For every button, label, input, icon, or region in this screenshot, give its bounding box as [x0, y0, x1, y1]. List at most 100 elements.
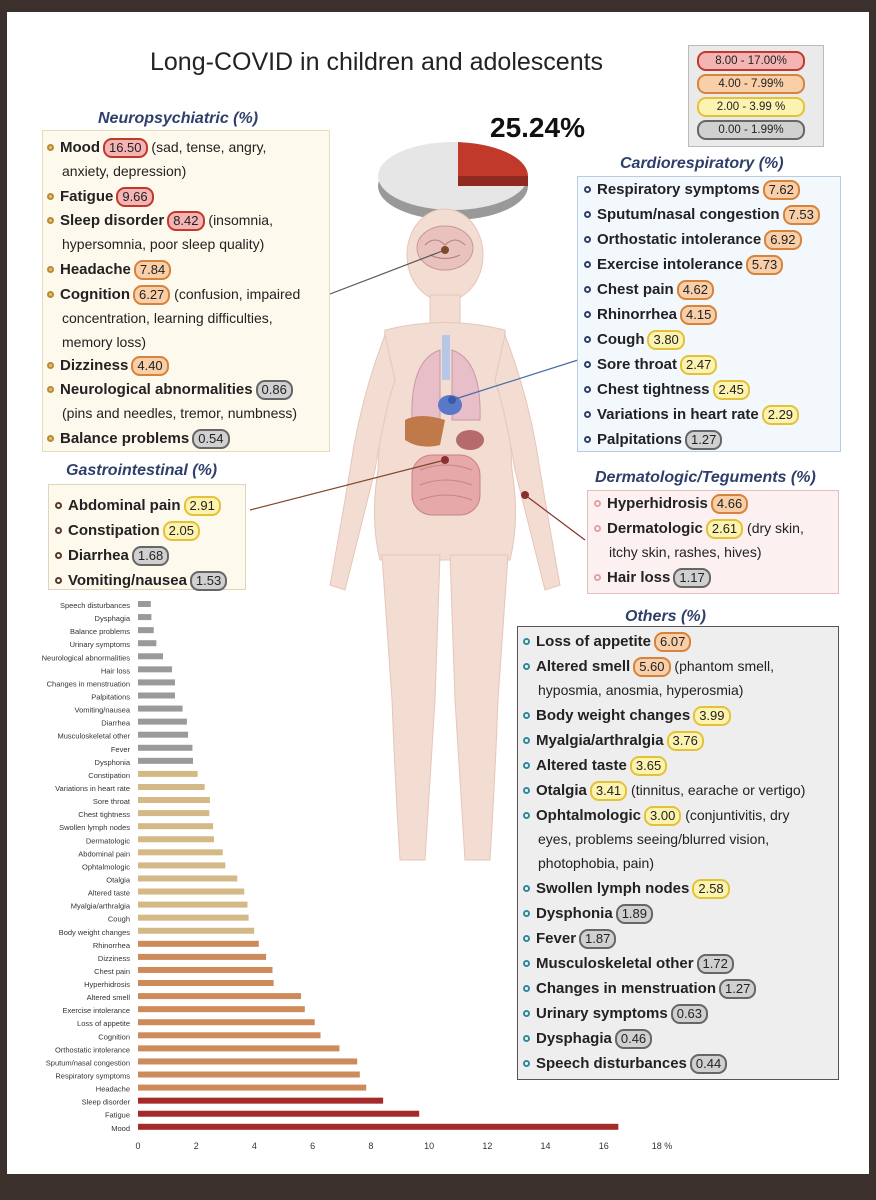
bar-category-label: Dizziness: [98, 954, 130, 963]
bar-category-label: Ophtalmologic: [82, 862, 130, 871]
item-name: Swollen lymph nodes: [536, 880, 690, 897]
bar: [138, 914, 249, 921]
bar-category-label: Headache: [96, 1085, 130, 1094]
item-note: (sad, tense, angry,: [147, 139, 267, 155]
item-note-continued: hypersomnia, poor sleep quality): [62, 236, 265, 252]
bar-category-label: Dysphonia: [95, 758, 131, 767]
item-note-continued: photophobia, pain): [538, 855, 654, 871]
bar-category-label: Palpitations: [91, 692, 130, 701]
derma-item: Hair loss 1.17: [594, 568, 711, 588]
bullet-icon: [584, 286, 591, 293]
bar: [138, 875, 238, 882]
bar-category-label: Respiratory symptoms: [55, 1072, 130, 1081]
item-name: Dizziness: [60, 357, 129, 374]
bar: [138, 980, 274, 987]
bar-category-label: Speech disturbances: [60, 601, 130, 610]
bullet-icon: [47, 435, 54, 442]
page-title: Long-COVID in children and adolescents: [150, 48, 604, 76]
value-badge: 4.40: [131, 356, 169, 376]
bullet-icon: [47, 144, 54, 151]
legend-entry-high: 8.00 - 17.00%: [697, 51, 805, 71]
bar-category-label: Abdominal pain: [78, 849, 130, 858]
gastro-item: Abdominal pain 2.91: [55, 496, 221, 516]
bar: [138, 810, 210, 817]
bullet-icon: [55, 527, 62, 534]
value-badge: 2.47: [680, 355, 718, 375]
x-tick-label: 2: [194, 1141, 199, 1151]
item-name: Dermatologic: [607, 520, 703, 537]
value-badge: 4.62: [676, 280, 714, 300]
bar-category-label: Sleep disorder: [82, 1098, 131, 1107]
bar-category-label: Variations in heart rate: [55, 784, 130, 793]
cardio-item: Sputum/nasal congestion 7.53: [584, 205, 820, 225]
bar-category-label: Dysphagia: [95, 614, 131, 623]
bar: [138, 666, 173, 673]
digestive-icon: [405, 416, 484, 516]
legend-box: 8.00 - 17.00% 4.00 - 7.99% 2.00 - 3.99 %…: [688, 45, 824, 147]
bullet-icon: [523, 885, 530, 892]
item-name: Hyperhidrosis: [607, 495, 708, 512]
gastro-item: Vomiting/nausea 1.53: [55, 571, 228, 591]
bullet-icon: [523, 910, 530, 917]
item-name: Urinary symptoms: [536, 1005, 668, 1022]
x-tick-label: 0: [135, 1141, 140, 1151]
bar-category-label: Chest pain: [94, 967, 130, 976]
value-badge: 3.80: [647, 330, 685, 350]
bar-category-label: Loss of appetite: [77, 1019, 130, 1028]
bullet-icon: [523, 960, 530, 967]
cardio-item: Exercise intolerance 5.73: [584, 255, 784, 275]
value-badge: 2.05: [162, 521, 200, 541]
item-name: Dysphonia: [536, 905, 613, 922]
bar-category-label: Chest tightness: [78, 810, 130, 819]
value-badge: 2.29: [761, 405, 800, 425]
derma-section-title: Dermatologic/Teguments (%): [595, 469, 816, 486]
bar-category-label: Diarrhea: [101, 719, 131, 728]
bullet-icon: [523, 712, 530, 719]
bullet-icon: [584, 186, 591, 193]
bar: [138, 836, 214, 843]
others-item: Musculoskeletal other 1.72: [523, 954, 734, 974]
bullet-icon: [584, 386, 591, 393]
bar-category-label: Fatigue: [105, 1111, 130, 1120]
item-name: Abdominal pain: [68, 497, 181, 514]
bullet-icon: [523, 663, 530, 670]
value-badge: 2.61: [705, 519, 744, 539]
x-tick-label: 6: [310, 1141, 315, 1151]
bullet-icon: [523, 1010, 530, 1017]
bar-category-label: Hyperhidrosis: [84, 980, 130, 989]
value-badge: 6.07: [654, 632, 692, 652]
item-note: (tinnitus, earache or vertigo): [627, 782, 806, 798]
others-item: Body weight changes 3.99: [523, 706, 731, 726]
neuro-item: Dizziness 4.40: [47, 356, 169, 376]
bar-category-label: Musculoskeletal other: [57, 732, 130, 741]
item-note: (confusion, impaired: [170, 286, 301, 302]
item-name: Rhinorrhea: [597, 306, 678, 323]
bullet-icon: [523, 1035, 530, 1042]
bar-category-label: Dermatologic: [86, 836, 130, 845]
item-name: Mood: [60, 139, 100, 156]
derma-item: Dermatologic 2.61 (dry skin,: [594, 519, 804, 539]
item-name: Balance problems: [60, 430, 190, 447]
value-badge: 0.63: [670, 1004, 709, 1024]
bar-category-label: Otalgia: [106, 875, 131, 884]
cardio-item: Cough 3.80: [584, 330, 685, 350]
bullet-icon: [55, 577, 62, 584]
bullet-icon: [584, 411, 591, 418]
bar: [138, 823, 214, 830]
bar-category-label: Balance problems: [70, 627, 130, 636]
bar: [138, 927, 255, 934]
bullet-icon: [523, 1060, 530, 1067]
bar: [138, 862, 226, 869]
others-item: Changes in menstruation 1.27: [523, 979, 757, 999]
cardio-item: Respiratory symptoms 7.62: [584, 180, 800, 200]
item-note-continued: hyposmia, anosmia, hyperosmia): [538, 682, 744, 698]
neuro-item: Mood 16.50 (sad, tense, angry,: [47, 138, 266, 158]
item-note: (conjuntivitis, dry: [681, 807, 790, 823]
others-item: Myalgia/arthralgia 3.76: [523, 731, 704, 751]
neuro-item: Sleep disorder 8.42 (insomnia,: [47, 211, 273, 231]
others-item: Dysphonia 1.89: [523, 904, 653, 924]
bullet-icon: [47, 362, 54, 369]
value-badge: 7.62: [762, 180, 800, 200]
item-note: (dry skin,: [743, 520, 804, 536]
item-name: Hair loss: [607, 569, 671, 586]
